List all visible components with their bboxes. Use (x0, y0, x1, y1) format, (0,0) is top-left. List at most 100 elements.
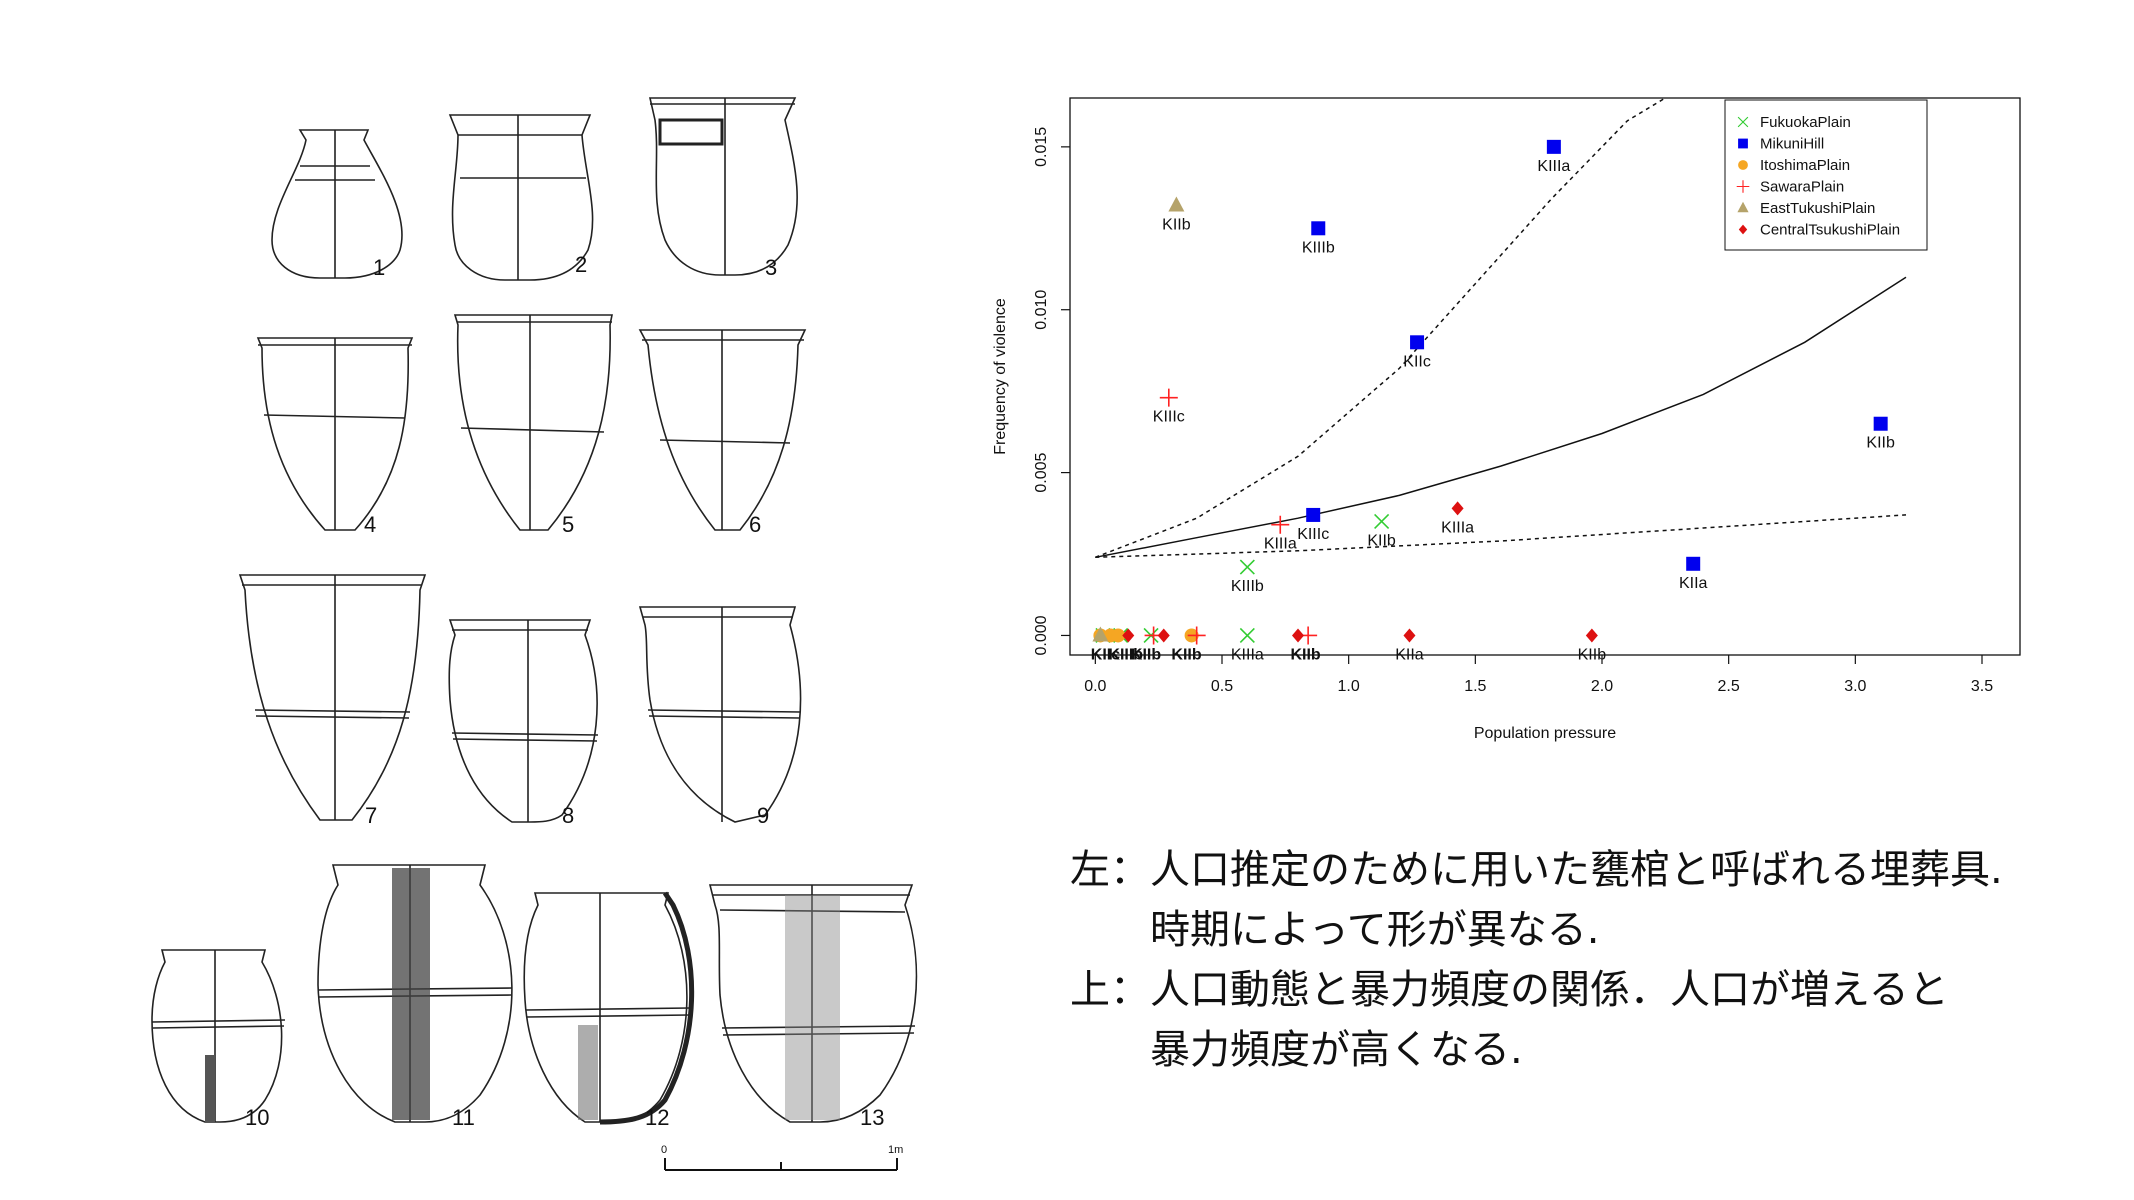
fit-curve-dashed (1095, 514, 1907, 559)
legend-label: ItoshimaPlain (1760, 157, 1850, 174)
caption-left-text-2: 時期によって形が異なる. (1150, 907, 1600, 953)
x-tick-label: 2.5 (1718, 678, 1740, 695)
legend-label: EastTukushiPlain (1760, 200, 1875, 217)
data-point-ItoshimaPlain (1111, 628, 1126, 643)
jar-10 (151, 949, 286, 1123)
caption-left-lead: 左： (1070, 847, 1150, 893)
jar-number-13: 13 (860, 1105, 884, 1130)
jar-number-9: 9 (757, 803, 769, 828)
data-point-EastTukushiPlain (1092, 626, 1109, 642)
data-point-label: KIIb (1290, 646, 1320, 663)
data-point-label: KIIIa (1441, 519, 1474, 536)
data-point-label: KIIc (1091, 646, 1120, 663)
scale-bar (664, 1158, 898, 1171)
jar-number-5: 5 (562, 512, 574, 537)
jar-number-7: 7 (365, 803, 377, 828)
data-point-label: KIIa (1395, 646, 1424, 663)
jar-2 (448, 114, 594, 281)
caption-left-text-1: 人口推定のために用いた甕棺と呼ばれる埋葬具. (1150, 847, 2003, 893)
jar-12 (523, 891, 695, 1125)
data-point-SawaraPlain (1271, 515, 1290, 534)
jar-number-1: 1 (373, 255, 385, 280)
data-point-CentralTsukushiPlain (1585, 628, 1598, 643)
fit-curve-dashed (1095, 97, 1666, 558)
legend-label: FukuokaPlain (1760, 114, 1851, 131)
data-point-CentralTsukushiPlain (1403, 628, 1416, 643)
legend-label: CentralTsukushiPlain (1760, 222, 1900, 239)
data-point-label: KIIIc (1297, 526, 1329, 543)
legend-marker-MikuniHill (1738, 138, 1748, 149)
caption: 左：人口推定のために用いた甕棺と呼ばれる埋葬具. 時期によって形が異なる. 上：… (1070, 840, 2090, 1080)
y-tick-label: 0.015 (1033, 127, 1050, 167)
y-tick-label: 0.000 (1033, 615, 1050, 655)
data-point-label: KIIIa (1537, 158, 1570, 175)
x-tick-label: 0.0 (1084, 678, 1106, 695)
caption-top-text-1: 人口動態と暴力頻度の関係．人口が増えると (1150, 967, 1949, 1013)
y-tick-label: 0.005 (1033, 452, 1050, 492)
x-tick-label: 3.0 (1844, 678, 1866, 695)
jar-number-8: 8 (562, 803, 574, 828)
jar-7 (238, 574, 427, 821)
legend-marker-FukuokaPlain (1737, 116, 1749, 128)
data-point-label: KIIb (1131, 646, 1161, 663)
jar-13 (708, 884, 918, 1123)
violence-scatter-chart: 0.0 0.5 1.0 1.5 2.0 2.5 3.0 3.5 0.000 0.005 0.010 0… (992, 97, 2021, 742)
legend-marker-EastTukushiPlain (1737, 201, 1749, 213)
data-point-label: KIIa (1679, 575, 1708, 592)
data-point-label: KIIIb (1302, 239, 1335, 256)
data-point-MikuniHill (1686, 556, 1701, 571)
data-point-FukuokaPlain (1239, 559, 1255, 575)
data-point-MikuniHill (1410, 335, 1425, 350)
jar-number-2: 2 (575, 252, 587, 277)
data-point-CentralTsukushiPlain (1157, 628, 1170, 643)
legend-marker-ItoshimaPlain (1738, 160, 1748, 170)
data-point-SawaraPlain (1187, 626, 1206, 645)
legend-label: MikuniHill (1760, 136, 1824, 153)
x-tick-label: 1.0 (1338, 678, 1360, 695)
jar-11 (317, 864, 513, 1123)
x-tick-label: 2.0 (1591, 678, 1613, 695)
data-point-label: KIIb (1162, 216, 1191, 233)
data-point-FukuokaPlain (1239, 627, 1255, 644)
jar-number-3: 3 (765, 255, 777, 280)
x-axis-label: Population pressure (1474, 725, 1616, 742)
caption-left-line-1: 左：人口推定のために用いた甕棺と呼ばれる埋葬具. (1070, 840, 2090, 900)
data-point-CentralTsukushiPlain (1451, 501, 1464, 516)
jar-1 (271, 129, 403, 279)
plot-frame (1069, 97, 2021, 656)
x-tick-label: 1.5 (1464, 678, 1486, 695)
data-point-MikuniHill (1546, 139, 1561, 154)
data-point-label: KIIIa (1264, 536, 1297, 553)
x-tick-label: 3.5 (1971, 678, 1993, 695)
data-point-label: KIIIc (1153, 409, 1185, 426)
y-tick-label: 0.010 (1033, 290, 1050, 330)
data-point-label: KIIIa (1231, 646, 1264, 663)
data-point-label: KIIb (1866, 435, 1895, 452)
data-point-label: KIIIb (1231, 578, 1264, 595)
legend-box (1724, 99, 1928, 251)
data-point-CentralTsukushiPlain (1122, 628, 1135, 643)
data-point-MikuniHill (1873, 416, 1888, 431)
legend-marker-SawaraPlain (1736, 180, 1750, 193)
caption-left-line-2: 時期によって形が異なる. (1070, 900, 2090, 960)
scale-bar-start-label: 0 (661, 1144, 667, 1156)
data-point-FukuokaPlain (1374, 513, 1390, 530)
data-point-EastTukushiPlain (1168, 196, 1185, 212)
caption-top-lead: 上： (1070, 967, 1150, 1013)
data-point-label: KIIIb (1108, 646, 1143, 663)
data-point-SawaraPlain (1159, 388, 1178, 407)
jar-number-4: 4 (364, 512, 376, 537)
data-point-label: KIIb (1367, 532, 1396, 549)
x-tick-label: 0.5 (1211, 678, 1233, 695)
jar-number-12: 12 (645, 1105, 669, 1130)
jar-number-6: 6 (749, 512, 761, 537)
data-point-label: KIIc (1403, 353, 1431, 370)
legend-label: SawaraPlain (1760, 179, 1844, 196)
caption-top-line-2: 暴力頻度が高くなる. (1070, 1020, 2090, 1080)
jar-number-10: 10 (245, 1105, 269, 1130)
jar-6 (638, 329, 807, 531)
jar-number-11: 11 (452, 1105, 475, 1130)
y-axis-label: Frequency of violence (992, 298, 1009, 455)
scale-bar-end-label: 1m (888, 1144, 903, 1156)
jar-9 (638, 606, 802, 823)
